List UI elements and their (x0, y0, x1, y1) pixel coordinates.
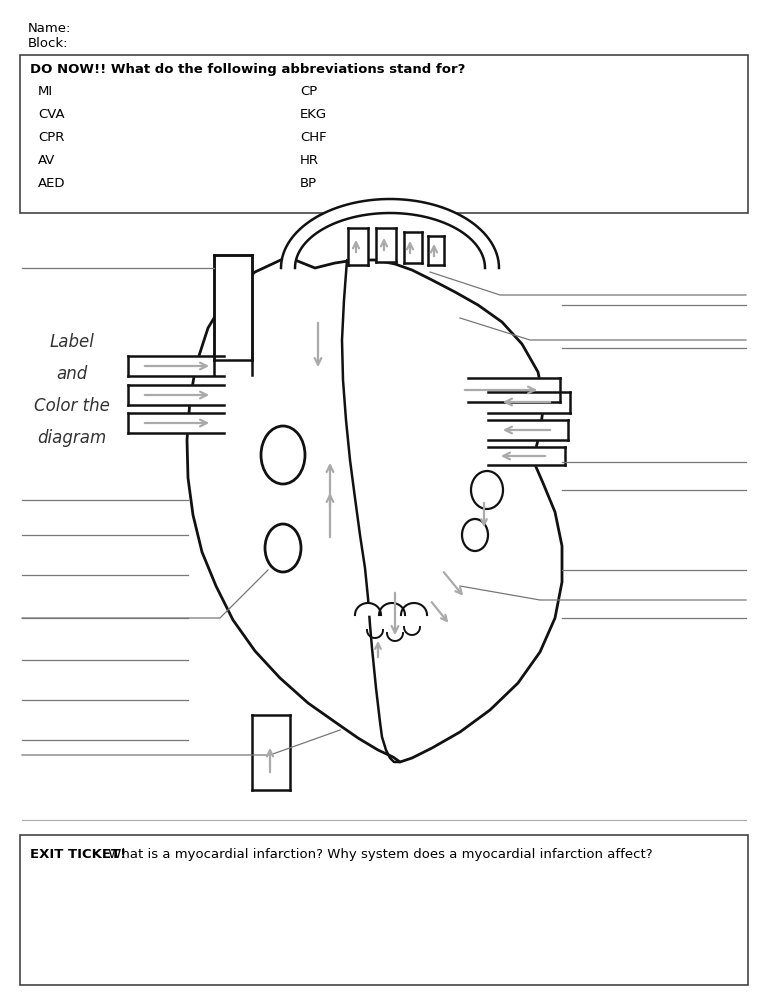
Polygon shape (401, 603, 427, 615)
Text: CVA: CVA (38, 108, 65, 121)
Polygon shape (214, 255, 252, 360)
Text: EXIT TICKET!: EXIT TICKET! (30, 848, 126, 861)
Polygon shape (468, 378, 560, 402)
Polygon shape (379, 603, 405, 615)
Polygon shape (488, 420, 568, 440)
Text: DO NOW!! What do the following abbreviations stand for?: DO NOW!! What do the following abbreviat… (30, 63, 465, 76)
Polygon shape (488, 447, 565, 465)
Polygon shape (128, 385, 224, 405)
Text: BP: BP (300, 177, 317, 190)
Bar (20, 55, 748, 213)
Text: CP: CP (300, 85, 317, 98)
Text: Block:: Block: (28, 37, 68, 50)
Text: What is a myocardial infarction? Why system does a myocardial infarction affect?: What is a myocardial infarction? Why sys… (104, 848, 653, 861)
Polygon shape (376, 228, 396, 262)
Polygon shape (281, 199, 499, 268)
Polygon shape (404, 232, 422, 263)
Polygon shape (187, 258, 562, 762)
Polygon shape (128, 413, 224, 433)
Polygon shape (348, 228, 368, 265)
Text: CHF: CHF (300, 131, 326, 144)
Polygon shape (128, 356, 224, 376)
Polygon shape (252, 715, 290, 790)
Polygon shape (214, 355, 252, 375)
Bar (20, 835, 748, 985)
Text: EKG: EKG (300, 108, 327, 121)
Polygon shape (428, 236, 444, 265)
Polygon shape (488, 392, 570, 413)
Text: AED: AED (38, 177, 65, 190)
Text: AV: AV (38, 154, 55, 167)
Polygon shape (355, 603, 381, 615)
Text: MI: MI (38, 85, 53, 98)
Text: HR: HR (300, 154, 319, 167)
Text: Name:: Name: (28, 22, 71, 35)
Text: CPR: CPR (38, 131, 65, 144)
Text: Label
and
Color the
diagram: Label and Color the diagram (34, 333, 110, 447)
